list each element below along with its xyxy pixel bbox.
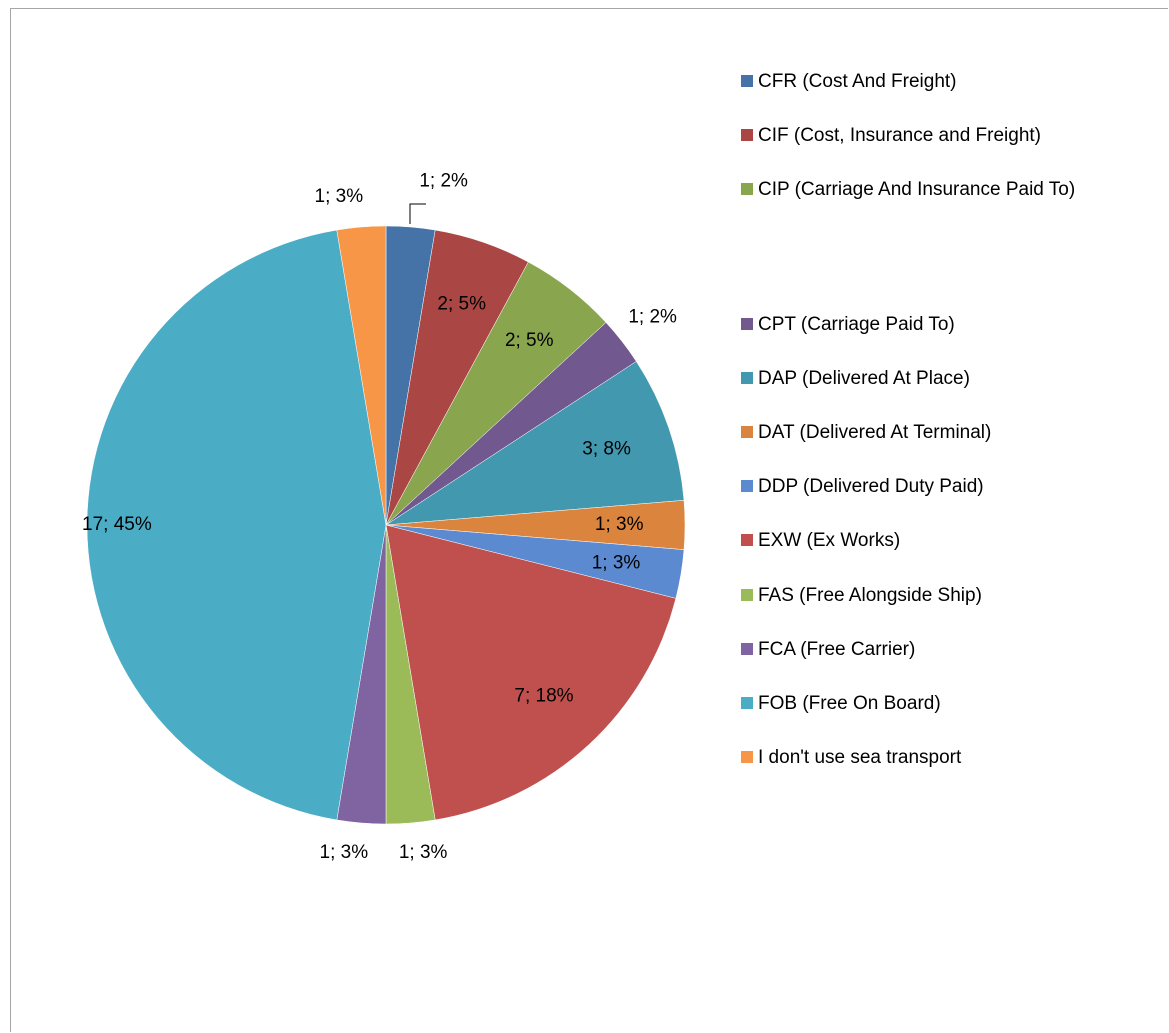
- legend-label: CIP (Carriage And Insurance Paid To): [758, 178, 1076, 200]
- legend-swatch: [741, 128, 753, 141]
- legend-item: CIF (Cost, Insurance and Freight): [741, 122, 1146, 149]
- legend-item: FOB (Free On Board): [741, 690, 1146, 717]
- legend-label: CFR (Cost And Freight): [758, 70, 957, 92]
- legend-item: DAT (Delivered At Terminal): [741, 419, 1146, 446]
- legend-label: CIF (Cost, Insurance and Freight): [758, 124, 1041, 146]
- legend-item: CIP (Carriage And Insurance Paid To): [741, 176, 1146, 203]
- legend-swatch: [741, 751, 753, 764]
- legend-swatch: [741, 425, 753, 438]
- legend-swatch: [741, 642, 753, 655]
- legend-swatch: [741, 696, 753, 709]
- leader-line: [409, 203, 426, 224]
- data-label: 1; 3%: [399, 842, 448, 863]
- chart: 1; 2% 2; 5% 2; 5% 1; 2% 3; 8% 1; 3% 1; 3% 7; 18…: [82, 170, 686, 863]
- data-label: 2; 5%: [437, 293, 486, 314]
- legend-swatch: [741, 480, 753, 493]
- pie-slice: [385, 361, 685, 526]
- legend-label: FAS (Free Alongside Ship): [758, 584, 982, 606]
- legend-swatch: [741, 588, 753, 601]
- data-label: 17; 45%: [82, 514, 152, 535]
- legend-label: DAP (Delivered At Place): [758, 367, 970, 389]
- legend-item: I don't use sea transport: [741, 744, 1146, 771]
- legend-label: CPT (Carriage Paid To): [758, 313, 955, 335]
- legend-label: I don't use sea transport: [758, 747, 962, 769]
- legend-label: FOB (Free On Board): [758, 692, 941, 714]
- legend-label: DDP (Delivered Duty Paid): [758, 476, 984, 498]
- legend-label: FCA (Free Carrier): [758, 638, 916, 660]
- data-label: 7; 18%: [514, 686, 573, 707]
- data-label: 1; 3%: [315, 186, 364, 207]
- legend-item: DDP (Delivered Duty Paid): [741, 473, 1146, 500]
- chart-frame: [10, 8, 1168, 1032]
- data-label: 1; 3%: [592, 552, 641, 573]
- data-label: 1; 3%: [320, 842, 369, 863]
- legend-item: FCA (Free Carrier): [741, 636, 1146, 663]
- legend-swatch: [741, 182, 753, 195]
- legend-item: FAS (Free Alongside Ship): [741, 582, 1146, 609]
- data-label: 3; 8%: [582, 438, 631, 459]
- data-label: 1; 2%: [628, 306, 677, 327]
- legend-item: DAP (Delivered At Place): [741, 365, 1146, 392]
- legend-label: EXW (Ex Works): [758, 530, 901, 552]
- legend-swatch: [741, 371, 753, 384]
- data-label: 1; 2%: [419, 170, 468, 191]
- legend-item: EXW (Ex Works): [741, 527, 1146, 554]
- legend-item: CFR (Cost And Freight): [741, 68, 1146, 95]
- legend-swatch: [741, 74, 753, 87]
- pie-slice: [385, 524, 677, 821]
- data-label: 1; 3%: [595, 514, 644, 535]
- legend-swatch: [741, 317, 753, 330]
- pie-slice: [336, 225, 387, 526]
- legend-item: CPT (Carriage Paid To): [741, 311, 1146, 338]
- legend-label: DAT (Delivered At Terminal): [758, 421, 992, 443]
- data-label: 2; 5%: [505, 330, 554, 351]
- pie-slice: [86, 229, 387, 821]
- legend-swatch: [741, 534, 753, 547]
